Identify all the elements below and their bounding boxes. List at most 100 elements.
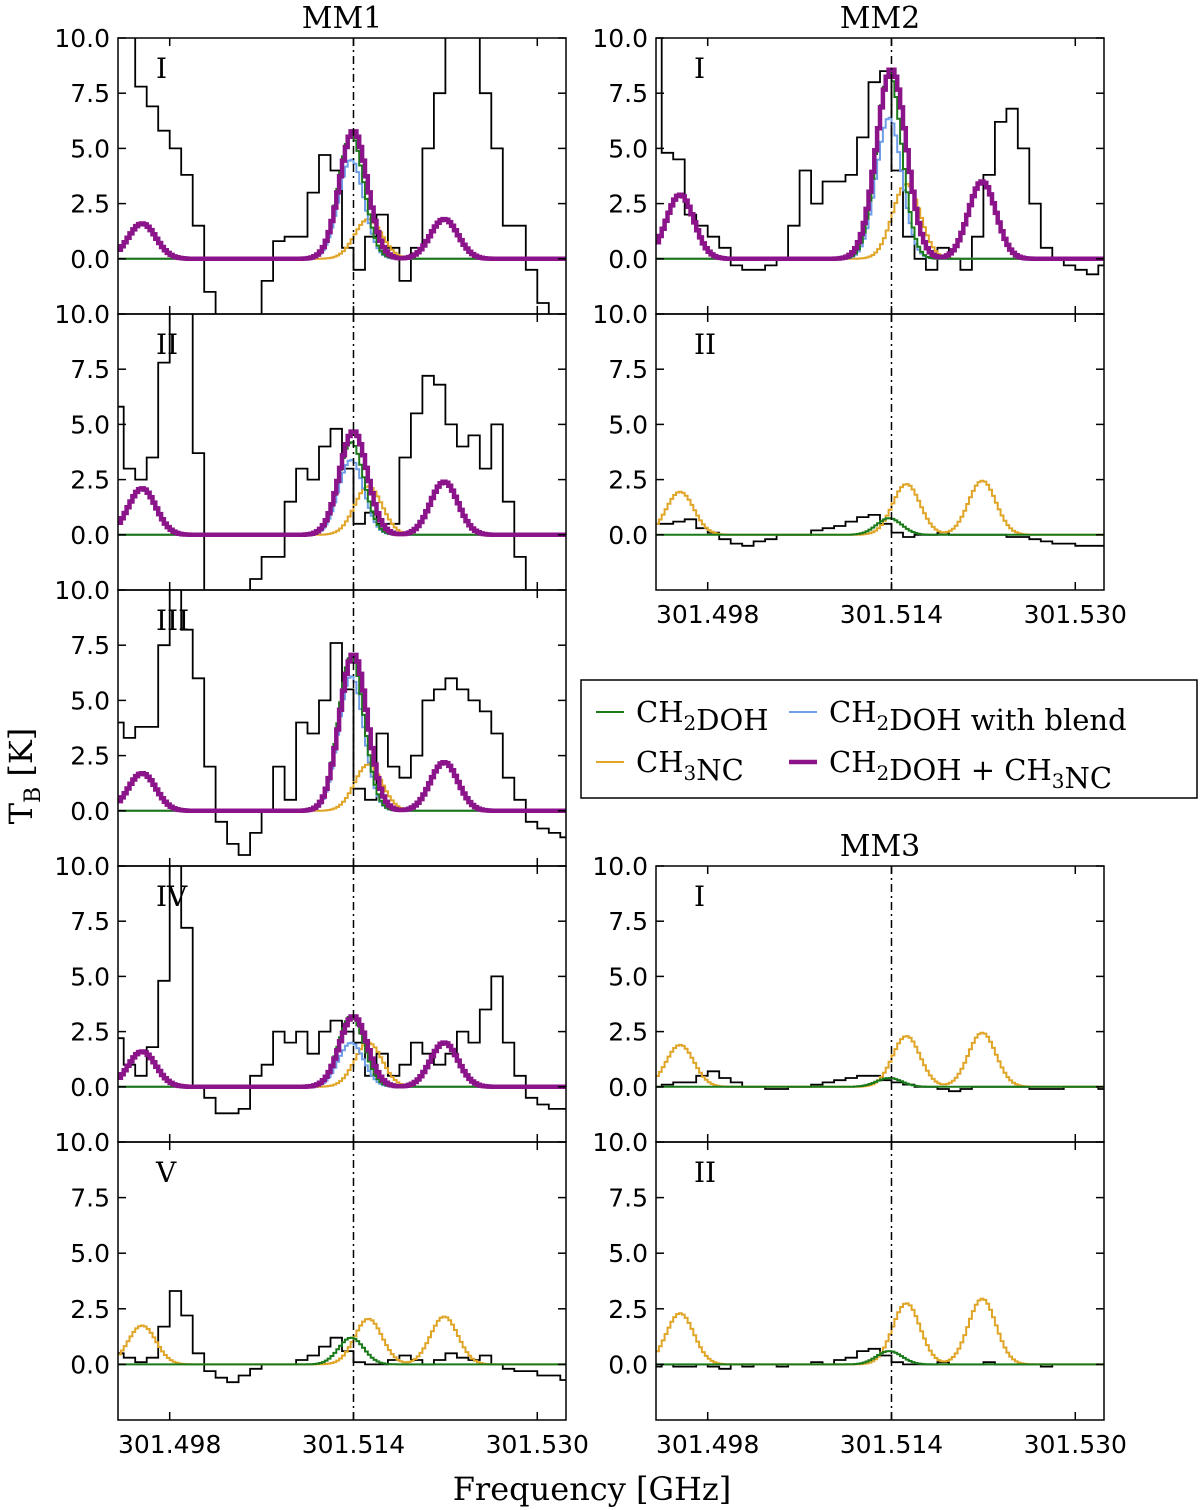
ch3nc-model xyxy=(118,218,566,260)
y-tick-label: 2.5 xyxy=(608,1295,648,1324)
y-tick-label: 2.5 xyxy=(608,1018,648,1047)
ch3nc-model xyxy=(656,1297,1104,1366)
plot-area xyxy=(118,1290,566,1384)
y-tick-label: 0.0 xyxy=(608,1073,648,1102)
legend-label: CH2DOH + CH3NC xyxy=(829,745,1112,795)
panel-label: I xyxy=(694,52,705,85)
y-tick-label: 7.5 xyxy=(70,631,110,660)
observed-spectrum xyxy=(656,514,1104,547)
y-tick-label: 0.0 xyxy=(70,245,110,274)
y-tick-label: 7.5 xyxy=(70,907,110,936)
y-tick-label: 0.0 xyxy=(608,245,648,274)
y-tick-label: 0.0 xyxy=(608,1350,648,1379)
y-tick-label: 0.0 xyxy=(70,521,110,550)
y-tick-label: 5.0 xyxy=(608,1239,648,1268)
x-tick-label: 301.530 xyxy=(1024,1430,1127,1459)
ch2doh-blend-model xyxy=(118,458,566,536)
axes-frame xyxy=(655,865,1105,1143)
y-tick-label: 0.0 xyxy=(70,1073,110,1102)
y-tick-label: 5.0 xyxy=(70,686,110,715)
x-tick-label: 301.514 xyxy=(840,600,943,629)
y-axis-label-unit: [K] xyxy=(2,728,40,787)
y-axis-label: TB [K] xyxy=(2,728,46,825)
y-tick-label: 10.0 xyxy=(592,1128,648,1157)
y-tick-label: 2.5 xyxy=(608,466,648,495)
legend: CH2DOH CH2DOH with blend CH3NC CH2DOH + CH3… xyxy=(580,679,1198,799)
panel-mm1-iv: 0.0 2.5 5.0 7.5 10.0 IV xyxy=(54,852,567,1143)
plot-area xyxy=(656,1297,1104,1370)
sum-model xyxy=(118,652,566,814)
y-tick-label: 0.0 xyxy=(70,797,110,826)
y-tick-label: 10.0 xyxy=(592,300,648,329)
sum-model xyxy=(118,1014,566,1090)
legend-entries: CH2DOH CH2DOH with blend CH3NC CH2DOH + CH3… xyxy=(596,695,1127,795)
legend-frame xyxy=(580,679,1198,799)
legend-entry-ch2doh: CH2DOH xyxy=(596,695,769,737)
panel-mm1-i: 0.0 2.5 5.0 7.5 10.0 I MM1 xyxy=(54,1,567,315)
panel-mm1-v: 0.0 2.5 5.0 7.5 10.0 301.498 301.514 301.530 V xyxy=(54,1128,589,1459)
observed-spectrum xyxy=(118,314,527,590)
y-tick-label: 7.5 xyxy=(608,355,648,384)
ch2doh-model xyxy=(656,1077,1104,1088)
y-axis-label-main: T xyxy=(2,802,40,824)
panel-mm1-iii: 0.0 2.5 5.0 7.5 10.0 III xyxy=(54,576,567,867)
y-tick-label: 7.5 xyxy=(608,907,648,936)
x-tick-label: 301.498 xyxy=(118,1430,221,1459)
observed-spectrum xyxy=(118,1290,566,1384)
legend-label: CH2DOH xyxy=(636,695,769,737)
y-tick-label: 10.0 xyxy=(592,852,648,881)
panel-mm1-ii: 0.0 2.5 5.0 7.5 10.0 II xyxy=(54,300,567,591)
x-tick-label: 301.514 xyxy=(302,1430,405,1459)
legend-entry-blend: CH2DOH with blend xyxy=(789,695,1127,737)
panel-label: IV xyxy=(156,880,188,913)
legend-label: CH3NC xyxy=(636,745,744,787)
x-tick-label: 301.514 xyxy=(840,1430,943,1459)
observed-spectrum xyxy=(134,38,550,314)
observed-spectrum xyxy=(660,38,1104,276)
legend-entry-ch3nc: CH3NC xyxy=(596,745,744,787)
x-tick-label: 301.498 xyxy=(656,1430,759,1459)
y-tick-label: 5.0 xyxy=(70,410,110,439)
y-tick-label: 5.0 xyxy=(608,134,648,163)
y-tick-label: 10.0 xyxy=(54,852,110,881)
y-tick-label: 2.5 xyxy=(608,190,648,219)
y-tick-label: 5.0 xyxy=(70,1239,110,1268)
y-tick-label: 10.0 xyxy=(54,300,110,329)
x-tick-label: 301.530 xyxy=(1024,600,1127,629)
ch3nc-model xyxy=(656,479,1104,536)
plot-area xyxy=(656,479,1104,547)
plot-area xyxy=(118,314,566,590)
ch3nc-model xyxy=(118,1315,566,1366)
y-tick-label: 2.5 xyxy=(70,466,110,495)
y-tick-label: 5.0 xyxy=(70,962,110,991)
y-tick-label: 10.0 xyxy=(592,24,648,53)
source-title: MM2 xyxy=(840,1,921,36)
x-tick-label: 301.530 xyxy=(486,1430,589,1459)
ch2doh-blend-model xyxy=(656,116,1104,260)
y-axis-label-sub: B xyxy=(21,787,46,803)
panel-label: II xyxy=(694,328,716,361)
legend-entry-sum: CH2DOH + CH3NC xyxy=(789,745,1112,795)
ch3nc-model xyxy=(118,485,566,536)
plot-area xyxy=(118,866,566,1115)
y-tick-label: 7.5 xyxy=(608,1184,648,1213)
y-tick-label: 5.0 xyxy=(608,410,648,439)
plot-area xyxy=(118,590,566,856)
x-axis-label: Frequency [GHz] xyxy=(453,1470,732,1508)
observed-spectrum xyxy=(118,866,566,1115)
ch2doh-model xyxy=(656,1350,1104,1366)
plot-area xyxy=(656,1031,1104,1093)
y-tick-label: 10.0 xyxy=(54,1128,110,1157)
panel-mm3-ii: 0.0 2.5 5.0 7.5 10.0 301.498 301.514 301.530 II xyxy=(592,1128,1127,1459)
ch2doh-model xyxy=(656,517,1104,536)
plot-area xyxy=(656,38,1104,276)
panel-label: I xyxy=(694,880,705,913)
y-tick-label: 10.0 xyxy=(54,576,110,605)
panel-label: I xyxy=(156,52,167,85)
panel-label: III xyxy=(156,604,189,637)
axes-frame xyxy=(655,1141,1105,1421)
panel-label: II xyxy=(156,328,178,361)
panel-mm3-i: 0.0 2.5 5.0 7.5 10.0 I MM3 xyxy=(592,829,1105,1143)
sum-model xyxy=(118,429,566,538)
